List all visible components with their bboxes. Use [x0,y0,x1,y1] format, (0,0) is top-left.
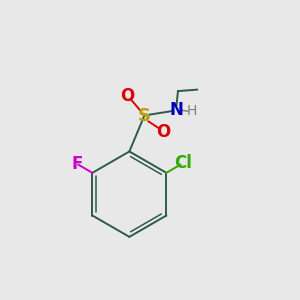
Text: N: N [169,101,183,119]
Text: O: O [156,123,170,141]
Text: H: H [187,104,197,118]
Text: S: S [138,107,151,125]
Text: F: F [71,155,83,173]
Text: O: O [120,86,134,104]
Text: Cl: Cl [175,154,192,172]
